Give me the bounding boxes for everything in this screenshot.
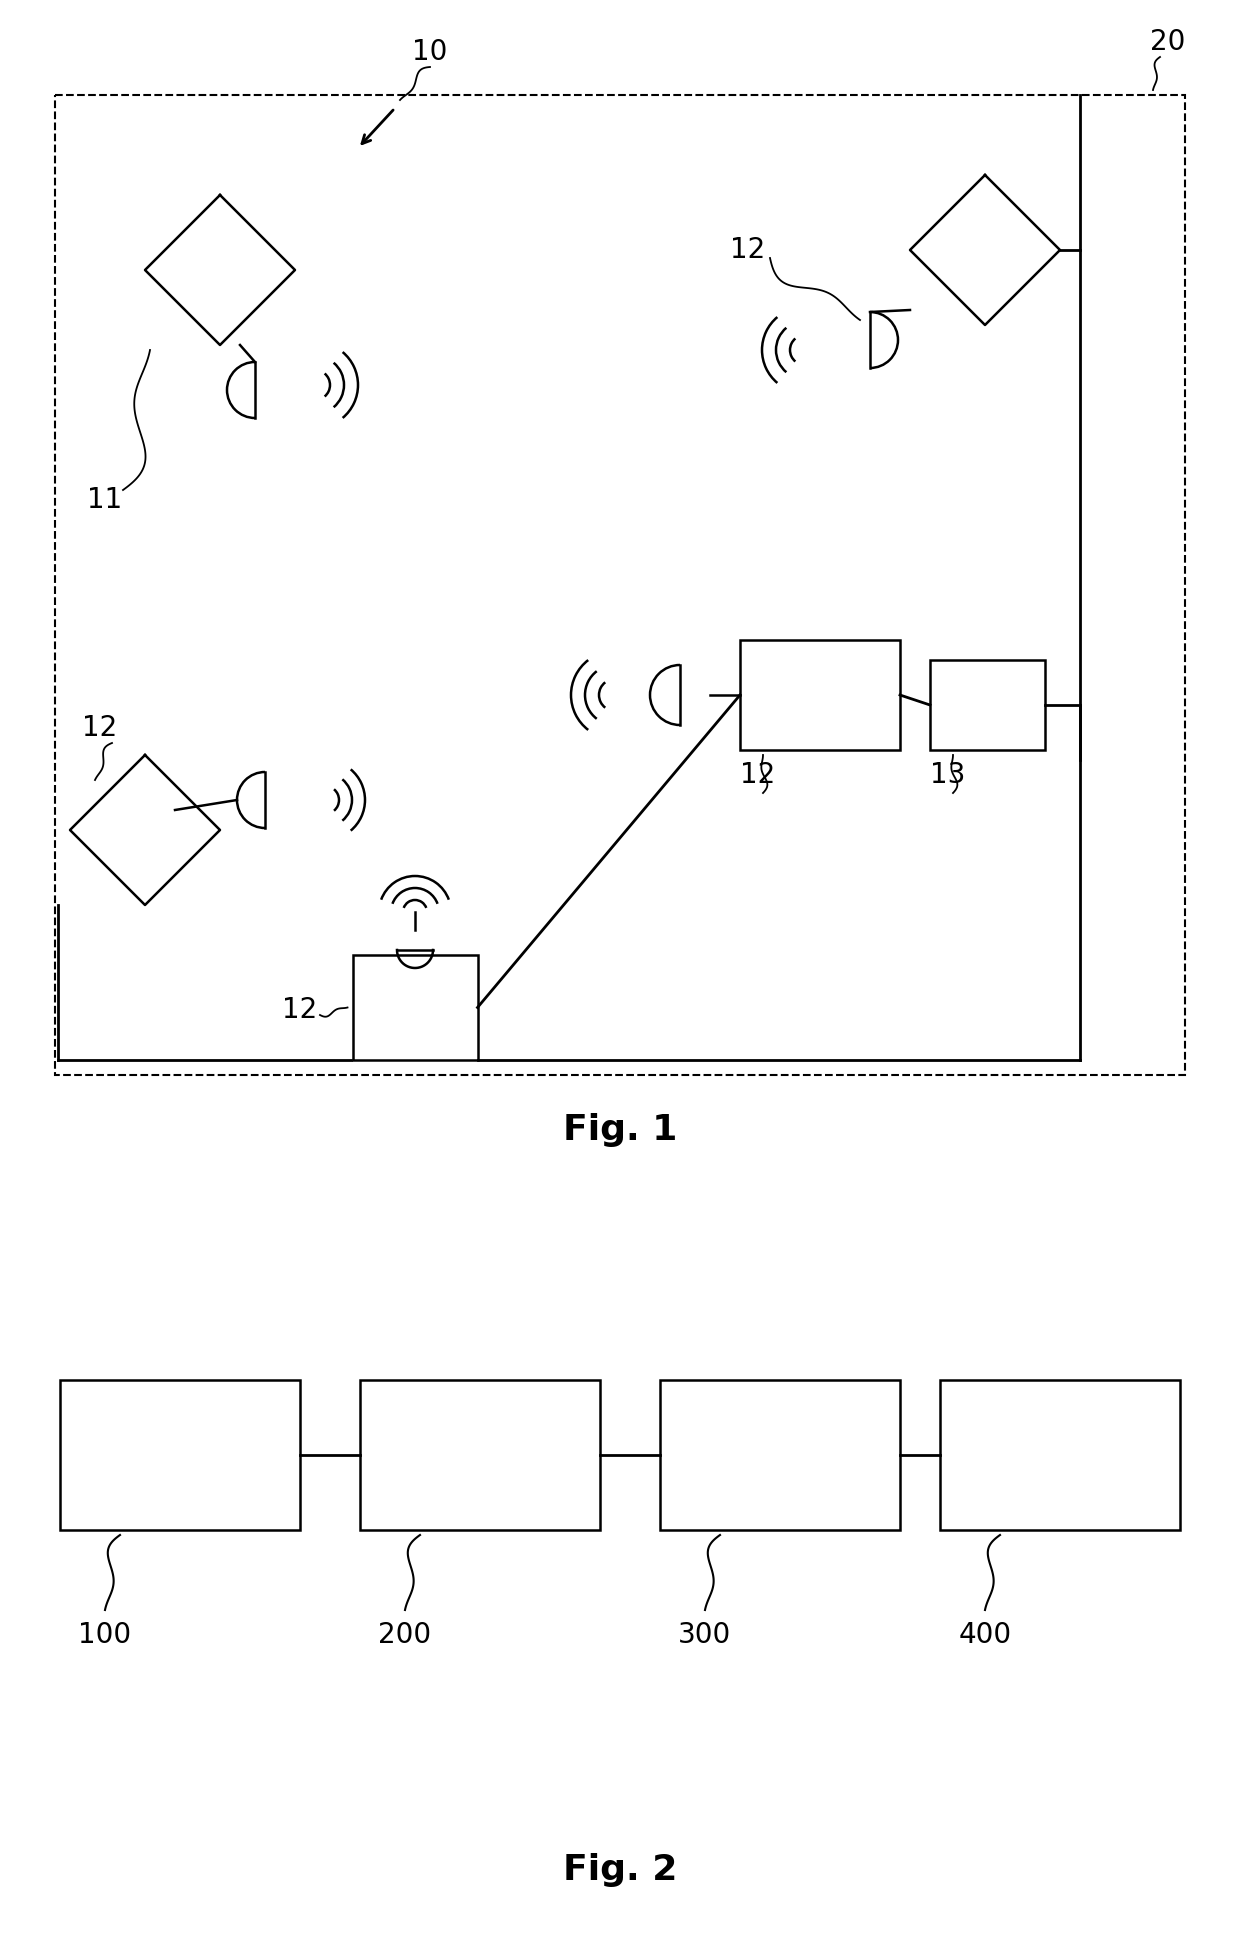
Text: 12: 12 — [740, 761, 776, 788]
Text: 300: 300 — [678, 1622, 732, 1649]
Bar — [360, 1381, 600, 1530]
Text: 12: 12 — [730, 237, 765, 264]
Text: 12: 12 — [82, 715, 118, 742]
Text: 20: 20 — [1151, 27, 1185, 56]
Text: 100: 100 — [78, 1622, 131, 1649]
Bar — [660, 1381, 900, 1530]
Bar — [740, 641, 900, 750]
Text: Fig. 1: Fig. 1 — [563, 1113, 677, 1148]
Bar — [930, 660, 1045, 750]
Text: 400: 400 — [959, 1622, 1012, 1649]
Bar — [60, 1381, 300, 1530]
Text: 12: 12 — [283, 996, 317, 1023]
Bar — [352, 955, 477, 1060]
Text: 10: 10 — [413, 39, 448, 66]
Text: 200: 200 — [378, 1622, 432, 1649]
Bar — [55, 95, 1185, 1076]
Text: 13: 13 — [930, 761, 966, 788]
Text: 11: 11 — [87, 486, 123, 515]
Bar — [940, 1381, 1180, 1530]
Text: Fig. 2: Fig. 2 — [563, 1853, 677, 1888]
